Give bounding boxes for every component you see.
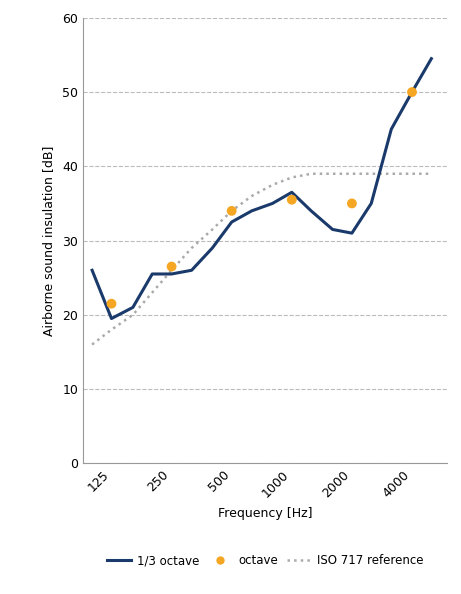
X-axis label: Frequency [Hz]: Frequency [Hz] bbox=[218, 507, 312, 520]
Point bbox=[168, 262, 175, 271]
Point bbox=[408, 87, 416, 97]
Point bbox=[348, 199, 355, 208]
Point bbox=[228, 206, 236, 216]
Legend: 1/3 octave, octave, ISO 717 reference: 1/3 octave, octave, ISO 717 reference bbox=[102, 549, 428, 572]
Point bbox=[288, 195, 296, 204]
Y-axis label: Airborne sound insulation [dB]: Airborne sound insulation [dB] bbox=[42, 146, 55, 336]
Point bbox=[108, 299, 115, 308]
